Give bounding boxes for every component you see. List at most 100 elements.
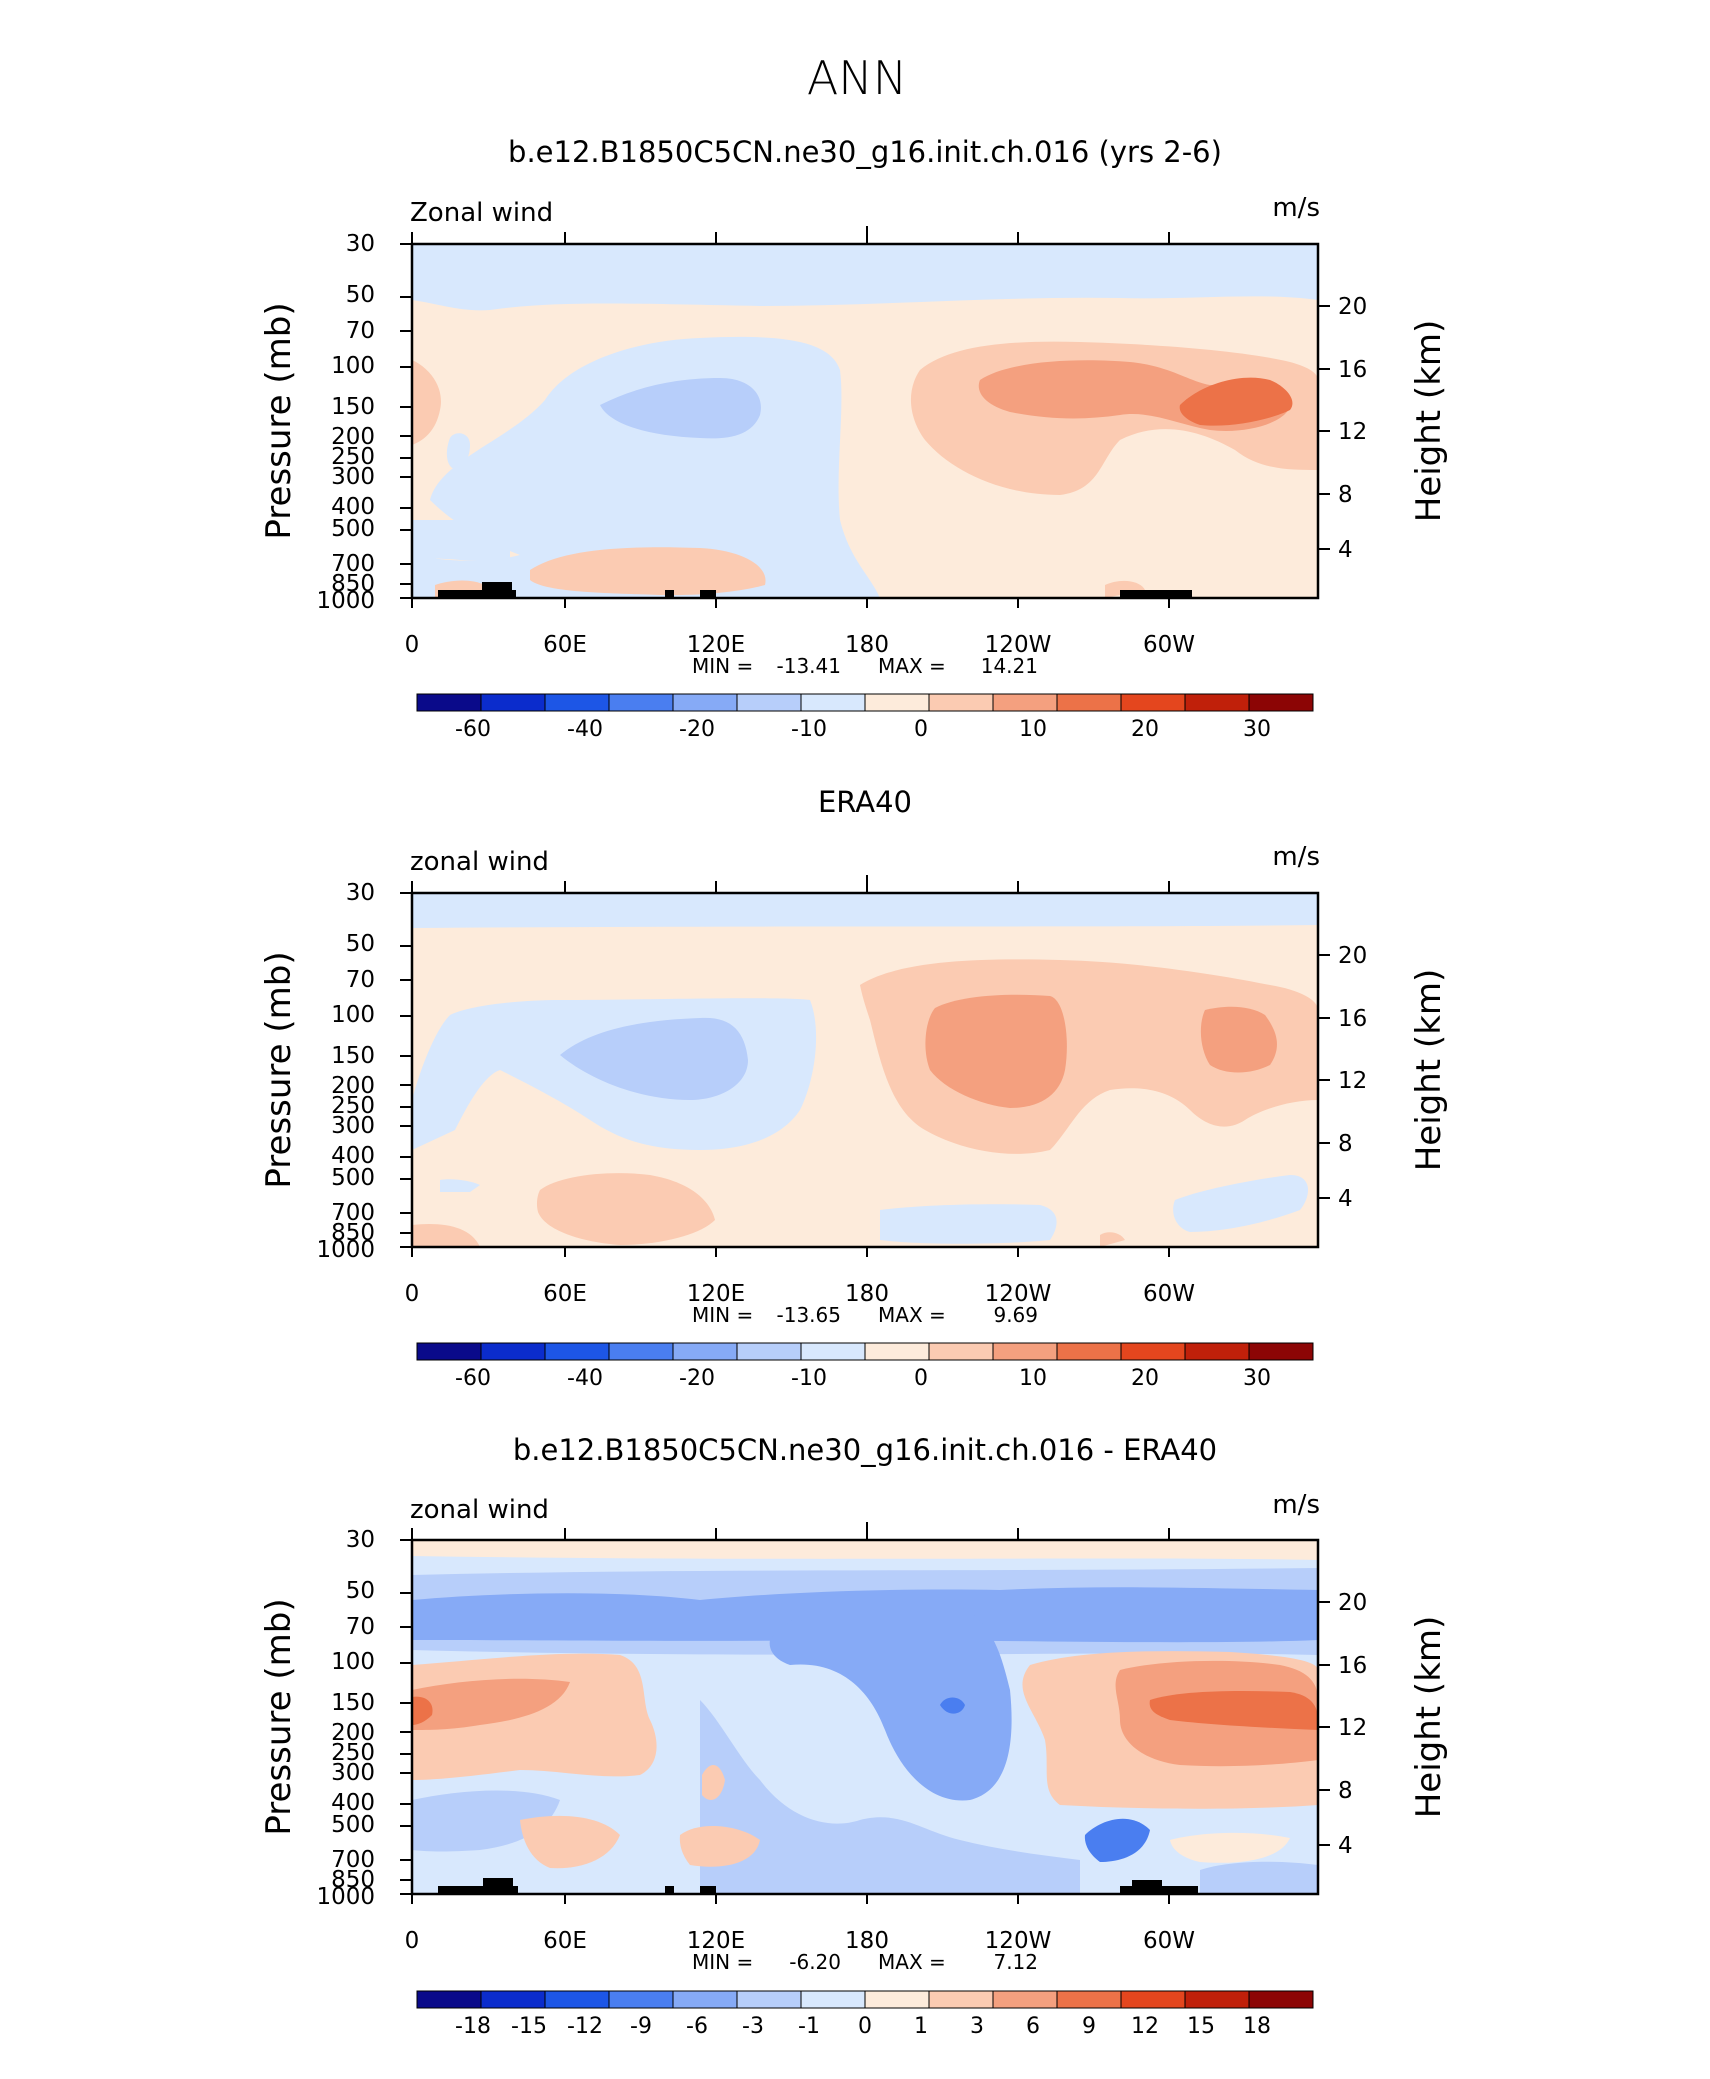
colorbar-swatch — [736, 693, 802, 712]
panel-2: ERA40 zonal wind m/s 30 50 70 100 150 20… — [259, 785, 1449, 1391]
colorbar-label: 30 — [1243, 1366, 1271, 1391]
ytick-label: 400 — [331, 494, 375, 520]
colorbar-labels: -60 -40 -20 -10 0 10 20 30 — [455, 1366, 1271, 1391]
y2tick-label: 16 — [1338, 357, 1367, 383]
x-ticks: 0 60E 120E 180 120W 60W — [405, 632, 1195, 658]
max-value: 7.12 — [993, 1950, 1038, 1974]
y-ticks-left: 30 50 70 100 150 200 250 300 400 500 700… — [316, 880, 375, 1263]
y2tick-label: 4 — [1338, 1833, 1353, 1859]
colorbar-label: 20 — [1131, 1366, 1159, 1391]
y2tick-label: 20 — [1338, 1590, 1367, 1616]
ytick-label: 300 — [331, 1760, 375, 1786]
colorbar-label: -15 — [511, 2014, 547, 2039]
ytick-label: 700 — [331, 551, 375, 577]
figure-title: ANN — [807, 51, 907, 105]
colorbar — [416, 1342, 1314, 1361]
min-label: MIN = — [692, 654, 753, 678]
y2-ticks: 20 16 12 8 4 — [1338, 294, 1367, 563]
left-field-label: zonal wind — [410, 847, 549, 877]
ytick-label: 700 — [331, 1847, 375, 1873]
colorbar-swatch — [608, 1342, 674, 1361]
colorbar-swatch — [1056, 1342, 1122, 1361]
xtick-label: 180 — [845, 632, 889, 658]
y2tick-label: 20 — [1338, 294, 1367, 320]
colorbar-swatch — [928, 1990, 994, 2009]
colorbar-label: 1 — [914, 2014, 928, 2039]
y-ticks-left: 30 50 70 100 150 200 250 300 400 500 700… — [316, 231, 375, 614]
y2-axis-label: Height (km) — [1409, 969, 1449, 1172]
ytick-label: 250 — [331, 1740, 375, 1766]
colorbar-swatch — [608, 1990, 674, 2009]
ytick-label: 70 — [346, 318, 375, 344]
colorbar-swatch — [864, 1342, 930, 1361]
y2tick-label: 20 — [1338, 943, 1367, 969]
colorbar-swatch — [736, 1990, 802, 2009]
x-ticks: 0 60E 120E 180 120W 60W — [405, 1281, 1195, 1307]
xtick-label: 120W — [985, 1281, 1052, 1307]
ytick-label: 100 — [331, 353, 375, 379]
ytick-label: 850 — [331, 571, 375, 597]
ytick-label: 500 — [331, 516, 375, 542]
colorbar-label: 0 — [858, 2014, 872, 2039]
ytick-label: 50 — [346, 931, 375, 957]
ytick-label: 850 — [331, 1867, 375, 1893]
colorbar-swatch — [672, 693, 738, 712]
contour-field — [412, 893, 1318, 1247]
colorbar-label: 10 — [1019, 717, 1047, 742]
colorbar-label: -60 — [455, 717, 491, 742]
xtick-label: 60W — [1143, 1928, 1195, 1954]
min-max-stats: MIN = -6.20 MAX = 7.12 — [692, 1950, 1038, 1974]
colorbar-swatch — [544, 693, 610, 712]
colorbar-label: -3 — [742, 2014, 764, 2039]
colorbar-label: 3 — [970, 2014, 984, 2039]
ytick-label: 100 — [331, 1002, 375, 1028]
colorbar — [416, 693, 1314, 712]
ytick-label: 150 — [331, 1690, 375, 1716]
colorbar-swatch — [608, 693, 674, 712]
ytick-label: 200 — [331, 1073, 375, 1099]
colorbar-swatch — [800, 1342, 866, 1361]
colorbar-swatch — [1120, 1342, 1186, 1361]
ytick-label: 100 — [331, 1649, 375, 1675]
y2tick-label: 8 — [1338, 1131, 1353, 1157]
colorbar-labels: -18 -15 -12 -9 -6 -3 -1 0 1 3 6 9 12 15 … — [455, 2014, 1271, 2039]
colorbar-label: -1 — [798, 2014, 820, 2039]
colorbar-swatch — [544, 1342, 610, 1361]
colorbar-swatch — [928, 693, 994, 712]
ytick-label: 300 — [331, 464, 375, 490]
ytick-label: 400 — [331, 1790, 375, 1816]
colorbar-swatch — [736, 1342, 802, 1361]
panel-title: b.e12.B1850C5CN.ne30_g16.init.ch.016 (yr… — [508, 135, 1222, 169]
min-max-stats: MIN = -13.41 MAX = 14.21 — [692, 654, 1038, 678]
ytick-label: 50 — [346, 1578, 375, 1604]
contour-field — [412, 244, 1318, 598]
colorbar-label: 10 — [1019, 1366, 1047, 1391]
max-label: MAX = — [878, 1303, 946, 1327]
left-field-label: zonal wind — [410, 1495, 549, 1525]
y2tick-label: 16 — [1338, 1006, 1367, 1032]
y2tick-label: 4 — [1338, 1186, 1353, 1212]
panel-1: b.e12.B1850C5CN.ne30_g16.init.ch.016 (yr… — [259, 135, 1449, 742]
y2-ticks: 20 16 12 8 4 — [1338, 943, 1367, 1212]
colorbar-label: 18 — [1243, 2014, 1271, 2039]
xtick-label: 60W — [1143, 1281, 1195, 1307]
colorbar-label: 6 — [1026, 2014, 1040, 2039]
colorbar-swatch — [1056, 693, 1122, 712]
colorbar-swatch — [1120, 693, 1186, 712]
xtick-label: 120W — [985, 1928, 1052, 1954]
ytick-label: 70 — [346, 1614, 375, 1640]
colorbar-swatch — [864, 1990, 930, 2009]
xtick-label: 0 — [405, 632, 420, 658]
colorbar-swatch — [672, 1342, 738, 1361]
colorbar-label: -10 — [791, 1366, 827, 1391]
min-label: MIN = — [692, 1303, 753, 1327]
ytick-label: 50 — [346, 282, 375, 308]
xtick-label: 60W — [1143, 632, 1195, 658]
colorbar-swatch — [416, 1342, 482, 1361]
min-value: -13.65 — [777, 1303, 841, 1327]
ytick-label: 1000 — [316, 588, 375, 614]
y-axis-label: Pressure (mb) — [259, 951, 299, 1188]
y-ticks-left: 30 50 70 100 150 200 250 300 400 500 700… — [316, 1527, 375, 1910]
xtick-label: 0 — [405, 1928, 420, 1954]
colorbar-swatch — [416, 693, 482, 712]
